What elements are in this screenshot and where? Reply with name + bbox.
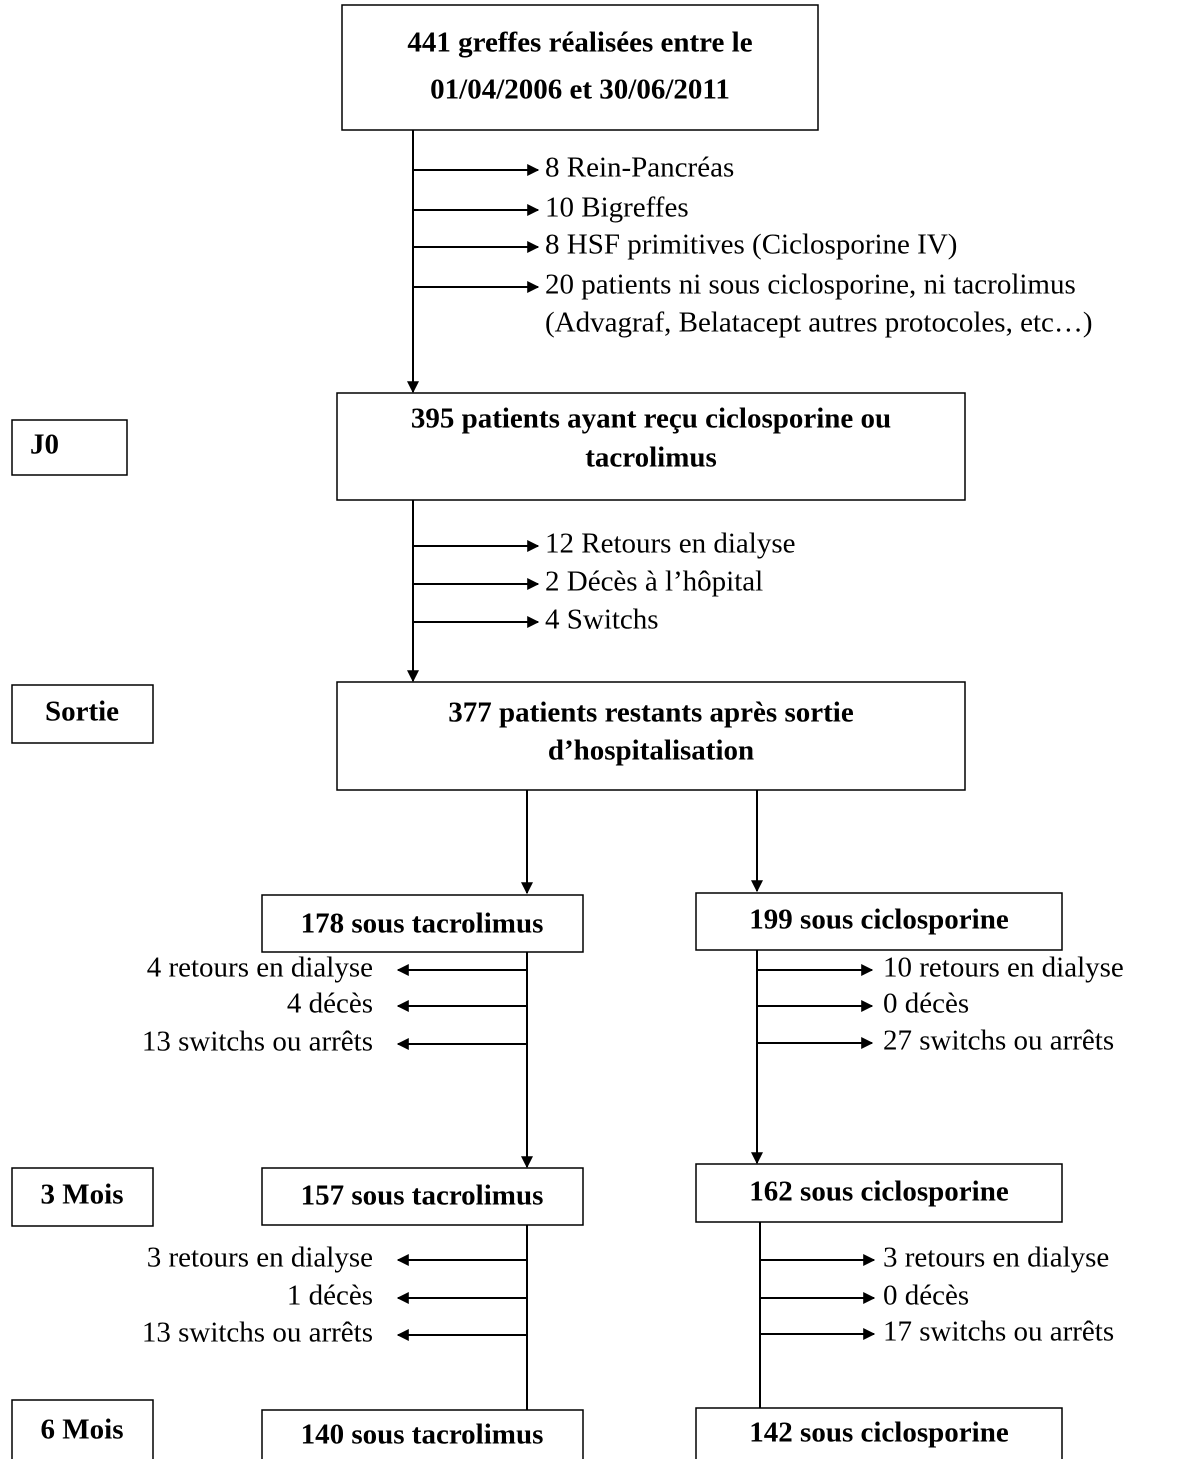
box-text: 178 sous tacrolimus: [301, 908, 544, 940]
j0-box: [336, 392, 966, 501]
box-text: 199 sous ciclosporine: [749, 904, 1009, 936]
ciclosporine-box: [695, 1163, 1063, 1223]
stage-label: J0: [30, 429, 59, 461]
exclusion: (Advagraf, Belatacept autres protocoles,…: [545, 307, 1093, 339]
box-text: 162 sous ciclosporine: [749, 1176, 1009, 1208]
exclusion: 4 décès: [287, 988, 373, 1020]
ciclosporine-box: [695, 1407, 1063, 1459]
tacrolimus-box: [261, 1409, 584, 1459]
box-text: d’hospitalisation: [548, 735, 754, 767]
exclusion: 0 décès: [883, 988, 969, 1020]
stage-label: 3 Mois: [41, 1179, 124, 1211]
exclusion: 8 HSF primitives (Ciclosporine IV): [545, 229, 957, 261]
exclusion: 4 retours en dialyse: [147, 952, 373, 984]
stage-box: [11, 684, 154, 744]
exclusion: 10 Bigreffes: [545, 192, 689, 224]
box-text: tacrolimus: [585, 442, 717, 474]
exclusion: 3 retours en dialyse: [883, 1242, 1109, 1274]
exclusion: 3 retours en dialyse: [147, 1242, 373, 1274]
boxes: [11, 4, 1063, 1459]
box-text: 142 sous ciclosporine: [749, 1417, 1009, 1449]
ciclosporine-box: [695, 892, 1063, 951]
exclusion: 0 décès: [883, 1280, 969, 1312]
exclusion: 20 patients ni sous ciclosporine, ni tac…: [545, 269, 1076, 301]
exclusion: 12 Retours en dialyse: [545, 528, 795, 560]
box-text: 140 sous tacrolimus: [301, 1419, 544, 1451]
exclusion: 27 switchs ou arrêts: [883, 1025, 1114, 1057]
stage-label: 6 Mois: [41, 1414, 124, 1446]
stage-label: Sortie: [45, 696, 119, 728]
exclusion: 17 switchs ou arrêts: [883, 1316, 1114, 1348]
box-text: 395 patients ayant reçu ciclosporine ou: [411, 403, 891, 435]
box-text: 157 sous tacrolimus: [301, 1180, 544, 1212]
connectors: [396, 130, 876, 1410]
sortie-box: [336, 681, 966, 791]
exclusion: 8 Rein-Pancréas: [545, 152, 734, 184]
stage-box: [11, 419, 128, 476]
box-text: 01/04/2006 et 30/06/2011: [430, 74, 730, 106]
exclusion: 13 switchs ou arrêts: [142, 1317, 373, 1349]
box-text: 377 patients restants après sortie: [448, 697, 854, 729]
exclusion: 4 Switchs: [545, 604, 659, 636]
exclusion: 10 retours en dialyse: [883, 952, 1124, 984]
stage-box: [11, 1167, 154, 1227]
tacrolimus-box: [261, 1167, 584, 1226]
tacrolimus-box: [261, 894, 584, 953]
exclusion: 13 switchs ou arrêts: [142, 1026, 373, 1058]
box-text: 441 greffes réalisées entre le: [407, 27, 752, 59]
start-box: [341, 4, 819, 131]
exclusion: 1 décès: [287, 1280, 373, 1312]
labels: 441 greffes réalisées entre le 01/04/200…: [30, 27, 1124, 1451]
stage-box: [11, 1399, 154, 1459]
exclusion: 2 Décès à l’hôpital: [545, 566, 763, 598]
